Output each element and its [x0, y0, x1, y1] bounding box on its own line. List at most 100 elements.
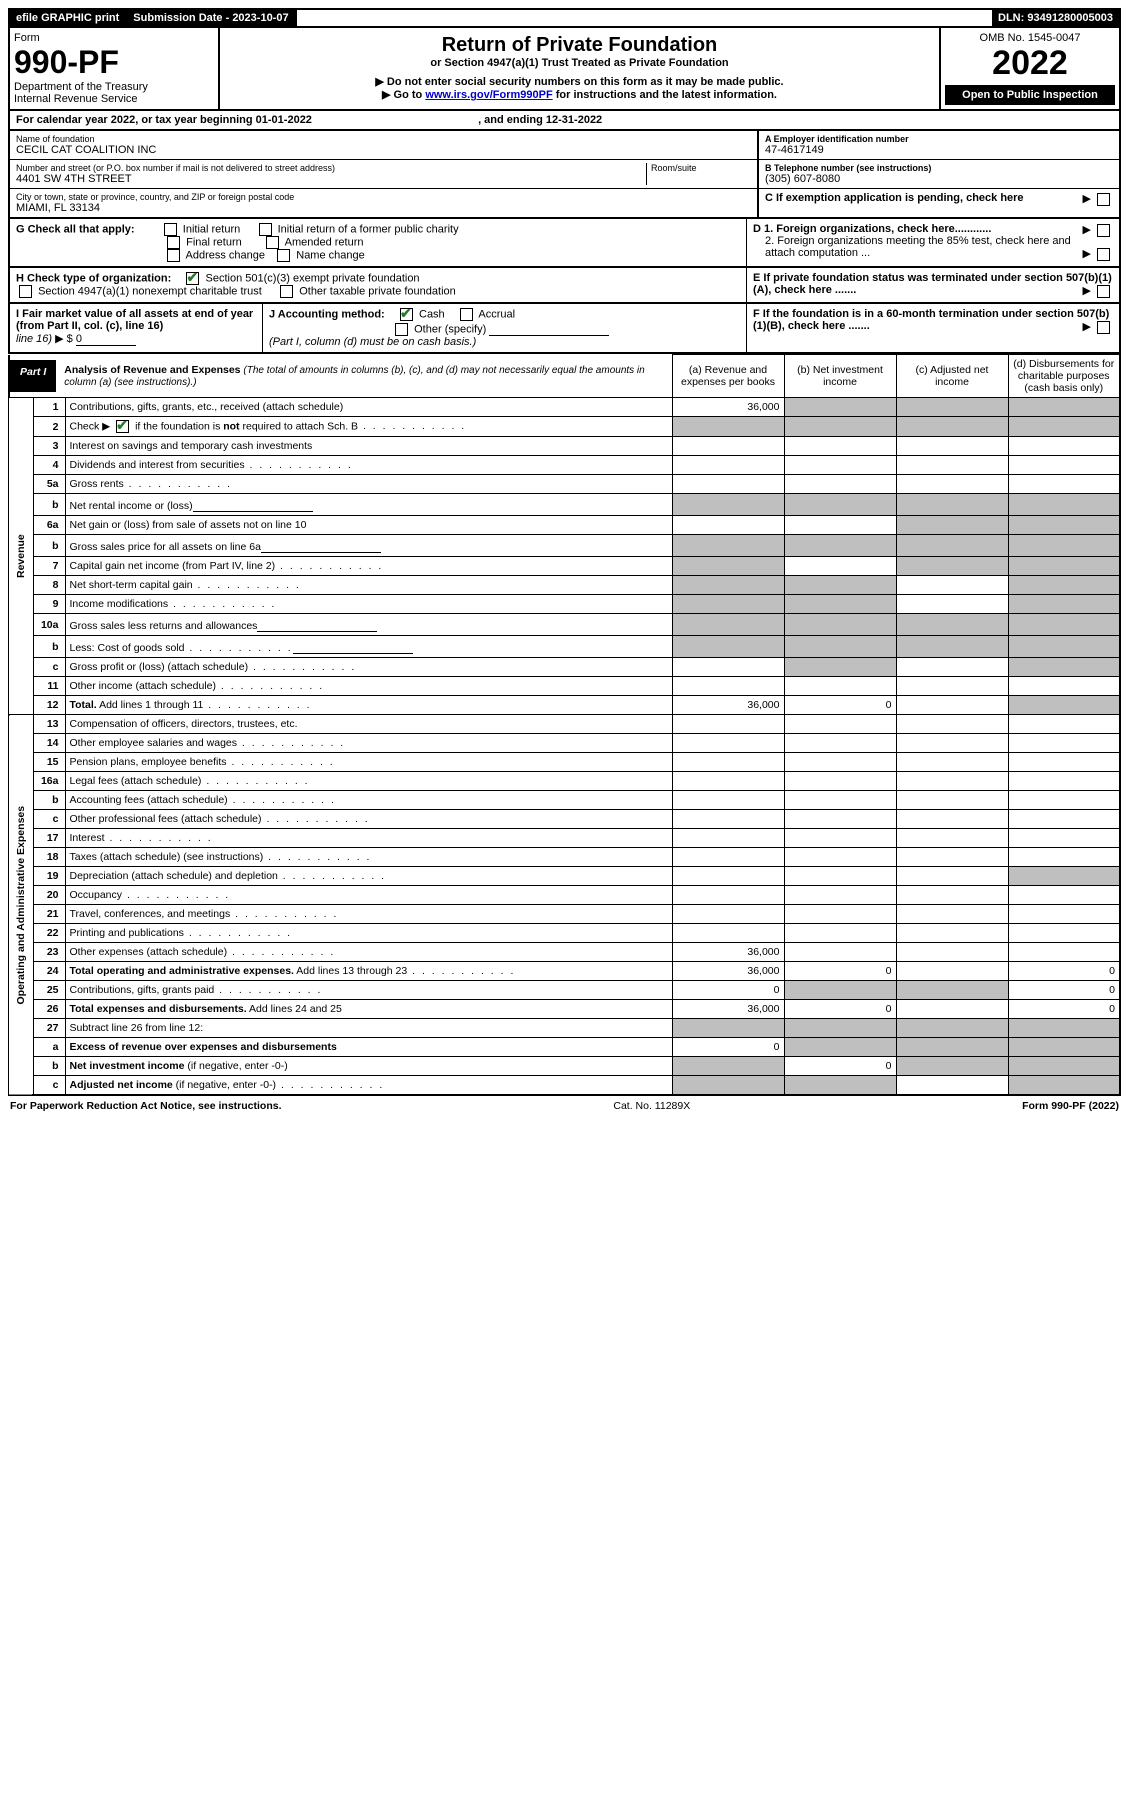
value-cell-b	[784, 905, 896, 924]
line-number: 10a	[33, 614, 65, 636]
efile-print-button[interactable]: efile GRAPHIC print	[10, 10, 127, 26]
value-cell-a	[672, 614, 784, 636]
h-other-checkbox[interactable]	[280, 285, 293, 298]
value-cell-b	[784, 1019, 896, 1038]
line-number: 21	[33, 905, 65, 924]
schb-checkbox[interactable]	[116, 420, 129, 433]
line-number: b	[33, 1057, 65, 1076]
g-final-checkbox[interactable]	[167, 236, 180, 249]
room-label: Room/suite	[651, 163, 751, 173]
g-amended-checkbox[interactable]	[266, 236, 279, 249]
city-label: City or town, state or province, country…	[16, 192, 751, 202]
value-cell-a	[672, 810, 784, 829]
e-checkbox[interactable]	[1097, 285, 1110, 298]
line-number: 16a	[33, 772, 65, 791]
value-cell-d	[1008, 456, 1120, 475]
inline-value-input[interactable]	[261, 538, 381, 553]
inline-value-input[interactable]	[257, 617, 377, 632]
phone-cell: B Telephone number (see instructions) (3…	[759, 160, 1119, 189]
line-number: 2	[33, 417, 65, 437]
form990pf-link[interactable]: www.irs.gov/Form990PF	[425, 89, 552, 101]
value-cell-c	[896, 791, 1008, 810]
page-footer: For Paperwork Reduction Act Notice, see …	[8, 1096, 1121, 1116]
h-501c3: Section 501(c)(3) exempt private foundat…	[206, 272, 420, 284]
value-cell-d	[1008, 753, 1120, 772]
value-cell-b	[784, 1076, 896, 1096]
value-cell-c	[896, 867, 1008, 886]
value-cell-d	[1008, 696, 1120, 715]
table-row: cGross profit or (loss) (attach schedule…	[9, 658, 1120, 677]
value-cell-a: 36,000	[672, 398, 784, 417]
d1-checkbox[interactable]	[1097, 224, 1110, 237]
line-description: Adjusted net income (if negative, enter …	[65, 1076, 672, 1096]
line-number: 26	[33, 1000, 65, 1019]
dln: DLN: 93491280005003	[992, 10, 1119, 26]
value-cell-a	[672, 1019, 784, 1038]
line-description: Travel, conferences, and meetings	[65, 905, 672, 924]
inline-value-input[interactable]	[193, 497, 313, 512]
c-label: C If exemption application is pending, c…	[765, 192, 1024, 204]
f-label: F If the foundation is in a 60-month ter…	[753, 308, 1109, 332]
table-row: aExcess of revenue over expenses and dis…	[9, 1038, 1120, 1057]
line-number: 24	[33, 962, 65, 981]
part1-title: Analysis of Revenue and Expenses	[64, 364, 240, 376]
value-cell-d	[1008, 905, 1120, 924]
value-cell-c	[896, 417, 1008, 437]
j-cash: Cash	[419, 308, 445, 320]
value-cell-c	[896, 595, 1008, 614]
inline-value-input[interactable]	[293, 639, 413, 654]
table-row: Operating and Administrative Expenses13C…	[9, 715, 1120, 734]
line-description: Subtract line 26 from line 12:	[65, 1019, 672, 1038]
value-cell-d	[1008, 437, 1120, 456]
j-other-checkbox[interactable]	[395, 323, 408, 336]
line-description: Contributions, gifts, grants paid	[65, 981, 672, 1000]
value-cell-a: 36,000	[672, 943, 784, 962]
table-row: bLess: Cost of goods sold	[9, 636, 1120, 658]
submission-date: Submission Date - 2023-10-07	[127, 10, 296, 26]
col-b-header: (b) Net investment income	[784, 355, 896, 398]
e-label: E If private foundation status was termi…	[753, 272, 1112, 296]
value-cell-d	[1008, 398, 1120, 417]
h-4947: Section 4947(a)(1) nonexempt charitable …	[38, 285, 262, 297]
value-cell-a	[672, 867, 784, 886]
h-501c3-checkbox[interactable]	[186, 272, 199, 285]
value-cell-a	[672, 829, 784, 848]
j-cash-checkbox[interactable]	[400, 308, 413, 321]
c-checkbox[interactable]	[1097, 193, 1110, 206]
g-name-change-checkbox[interactable]	[277, 249, 290, 262]
h-4947-checkbox[interactable]	[19, 285, 32, 298]
value-cell-a: 0	[672, 1038, 784, 1057]
j-other-input[interactable]	[489, 321, 609, 336]
value-cell-a	[672, 715, 784, 734]
value-cell-a	[672, 1076, 784, 1096]
j-accrual-checkbox[interactable]	[460, 308, 473, 321]
g-initial-former-checkbox[interactable]	[259, 223, 272, 236]
value-cell-a: 0	[672, 981, 784, 1000]
col-c-header: (c) Adjusted net income	[896, 355, 1008, 398]
note-ssn: ▶ Do not enter social security numbers o…	[226, 75, 933, 88]
open-to-public: Open to Public Inspection	[945, 85, 1115, 105]
value-cell-d	[1008, 867, 1120, 886]
value-cell-d	[1008, 677, 1120, 696]
line-number: 6a	[33, 516, 65, 535]
value-cell-c	[896, 494, 1008, 516]
value-cell-d	[1008, 791, 1120, 810]
d2-checkbox[interactable]	[1097, 248, 1110, 261]
table-row: 6aNet gain or (loss) from sale of assets…	[9, 516, 1120, 535]
table-row: 21Travel, conferences, and meetings	[9, 905, 1120, 924]
g-initial-checkbox[interactable]	[164, 223, 177, 236]
g-addr-change-checkbox[interactable]	[167, 249, 180, 262]
f-checkbox[interactable]	[1097, 321, 1110, 334]
line-description: Gross sales price for all assets on line…	[65, 535, 672, 557]
table-row: 23Other expenses (attach schedule)36,000	[9, 943, 1120, 962]
note-goto-pre: ▶ Go to	[382, 89, 425, 101]
footer-right: Form 990-PF (2022)	[1022, 1100, 1119, 1112]
line-description: Income modifications	[65, 595, 672, 614]
part1-title-cell: Analysis of Revenue and Expenses (The to…	[56, 360, 671, 392]
line-description: Interest	[65, 829, 672, 848]
address-cell: Number and street (or P.O. box number if…	[10, 160, 757, 189]
value-cell-b	[784, 456, 896, 475]
value-cell-a	[672, 456, 784, 475]
value-cell-d: 0	[1008, 1000, 1120, 1019]
value-cell-b	[784, 576, 896, 595]
